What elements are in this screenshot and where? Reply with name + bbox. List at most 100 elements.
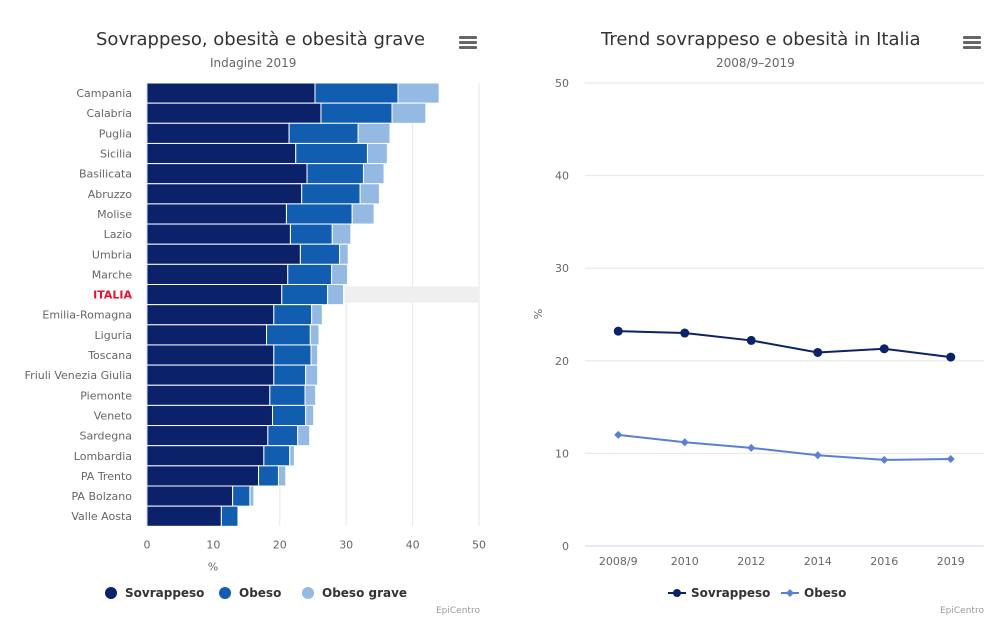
bar-segment [288,122,359,144]
y-tick-label: Marche [92,268,133,281]
bar-segment [263,445,291,467]
bar-segment [320,102,393,124]
x-tick-label: 50 [472,538,486,551]
right-chart-subtitle: 2008/9–2019 [716,56,795,70]
line-chart-svg: 0 10 20 30 40 50% 2008/9 2010 2012 2014 2016 2019 [532,77,984,568]
x-tick-label: 2008/9 [599,555,638,568]
bar-segment [146,404,273,427]
bar-segment [249,485,255,507]
bar-segment [146,445,265,467]
y-tick-label: Valle Aosta [71,510,132,523]
y-tick-label: Veneto [94,409,132,422]
bar-segment [258,465,279,487]
y-tick-label: Friuli Venezia Giulia [25,369,132,382]
y-axis-title: % [532,309,545,319]
bar-segment [146,163,308,185]
bar-segment [304,384,317,406]
bar-segment [273,364,307,386]
left-chart-panel: Sovrappeso, obesità e obesità grave Inda… [25,29,486,616]
bar-segment [339,243,349,265]
bar-segment [331,223,352,245]
bar-segment [273,304,313,326]
bar-segment [146,384,271,406]
bar-segment [146,505,222,527]
x-tick-label: 0 [144,538,151,551]
legend-item-obeso[interactable]: Obeso [219,586,281,600]
left-chart-subtitle: Indagine 2019 [210,56,297,70]
data-point [747,443,756,452]
legend-item-obeso[interactable]: Obeso [781,586,846,600]
bar-segment [301,183,361,205]
x-tick-label: 2019 [937,555,965,568]
bar-chart-svg: 0 10 20 30 40 50% Campania Calabria Puglia Sicili… [25,82,486,573]
hamburger-menu-icon[interactable] [963,36,981,50]
y-tick-label: PA Trento [81,470,132,483]
data-point [946,352,956,362]
y-tick-label: Sardegna [80,430,133,443]
data-point [880,455,889,464]
bar-segment [305,364,319,386]
left-chart-title: Sovrappeso, obesità e obesità grave [96,29,426,50]
bar-segment [146,223,291,245]
legend-item-sovrappeso[interactable]: Sovrappeso [668,586,770,600]
bar-segment [305,404,315,427]
credits-link[interactable]: EpiCentro [436,606,480,616]
bar-segment [397,82,440,104]
bar-segment [146,304,275,326]
y-tick-label: 50 [555,77,569,90]
bar-segment [281,284,329,306]
data-point [613,326,623,336]
y-tick-label: Basilicata [79,168,132,181]
legend-marker-sovrappeso [105,587,117,599]
bar-segment [359,183,380,205]
bar-segment [357,122,391,144]
bar-segment [232,485,251,507]
bar-segment [299,243,341,265]
x-tick-label: 10 [206,538,220,551]
bar-segment [289,223,333,245]
bar-segment [327,284,345,306]
legend-marker-sovrappeso [668,589,686,597]
bar-segment [146,425,269,447]
y-tick-label: Emilia-Romagna [42,309,132,322]
legend-marker-obeso [781,589,799,597]
bar-segment [146,284,283,306]
bar-segment [289,445,295,467]
x-tick-label: 40 [406,538,420,551]
highlight-band [344,286,479,303]
bar-segment [295,142,368,165]
bar-segment [277,465,287,487]
x-axis-title: % [208,560,218,573]
y-tick-label: Lombardia [74,450,132,463]
y-tick-label: ITALIA [93,289,132,302]
y-tick-label: Toscana [87,349,132,362]
y-tick-label: 30 [555,262,569,275]
y-tick-label: Liguria [95,329,132,342]
legend-item-obeso-grave[interactable]: Obeso grave [302,586,407,600]
bar-segment [266,324,311,346]
bar-segment [146,465,260,487]
hamburger-menu-icon[interactable] [459,36,477,50]
credits-link[interactable]: EpiCentro [940,606,984,616]
bar-segment [273,344,312,366]
x-tick-label: 2014 [804,555,832,568]
bar-segment [220,505,239,527]
y-tick-label: Piemonte [80,389,132,402]
data-point [680,328,690,338]
bar-segment [146,364,275,386]
right-chart-panel: Trend sovrappeso e obesità in Italia 200… [498,0,996,622]
y-tick-label: 40 [555,170,569,183]
bar-segment [267,425,299,447]
bar-segment [146,142,297,165]
bar-segment [297,425,311,447]
bar-segment [309,324,320,346]
right-chart-title: Trend sovrappeso e obesità in Italia [601,29,921,50]
bar-segment [331,263,349,286]
data-point [746,335,756,345]
y-tick-label: Puglia [99,127,132,140]
legend-item-sovrappeso[interactable]: Sovrappeso [105,586,204,600]
y-tick-label: Abruzzo [88,188,133,201]
x-tick-label: 2010 [671,555,699,568]
legend-label: Obeso grave [322,586,408,600]
bar-segment [351,203,375,225]
